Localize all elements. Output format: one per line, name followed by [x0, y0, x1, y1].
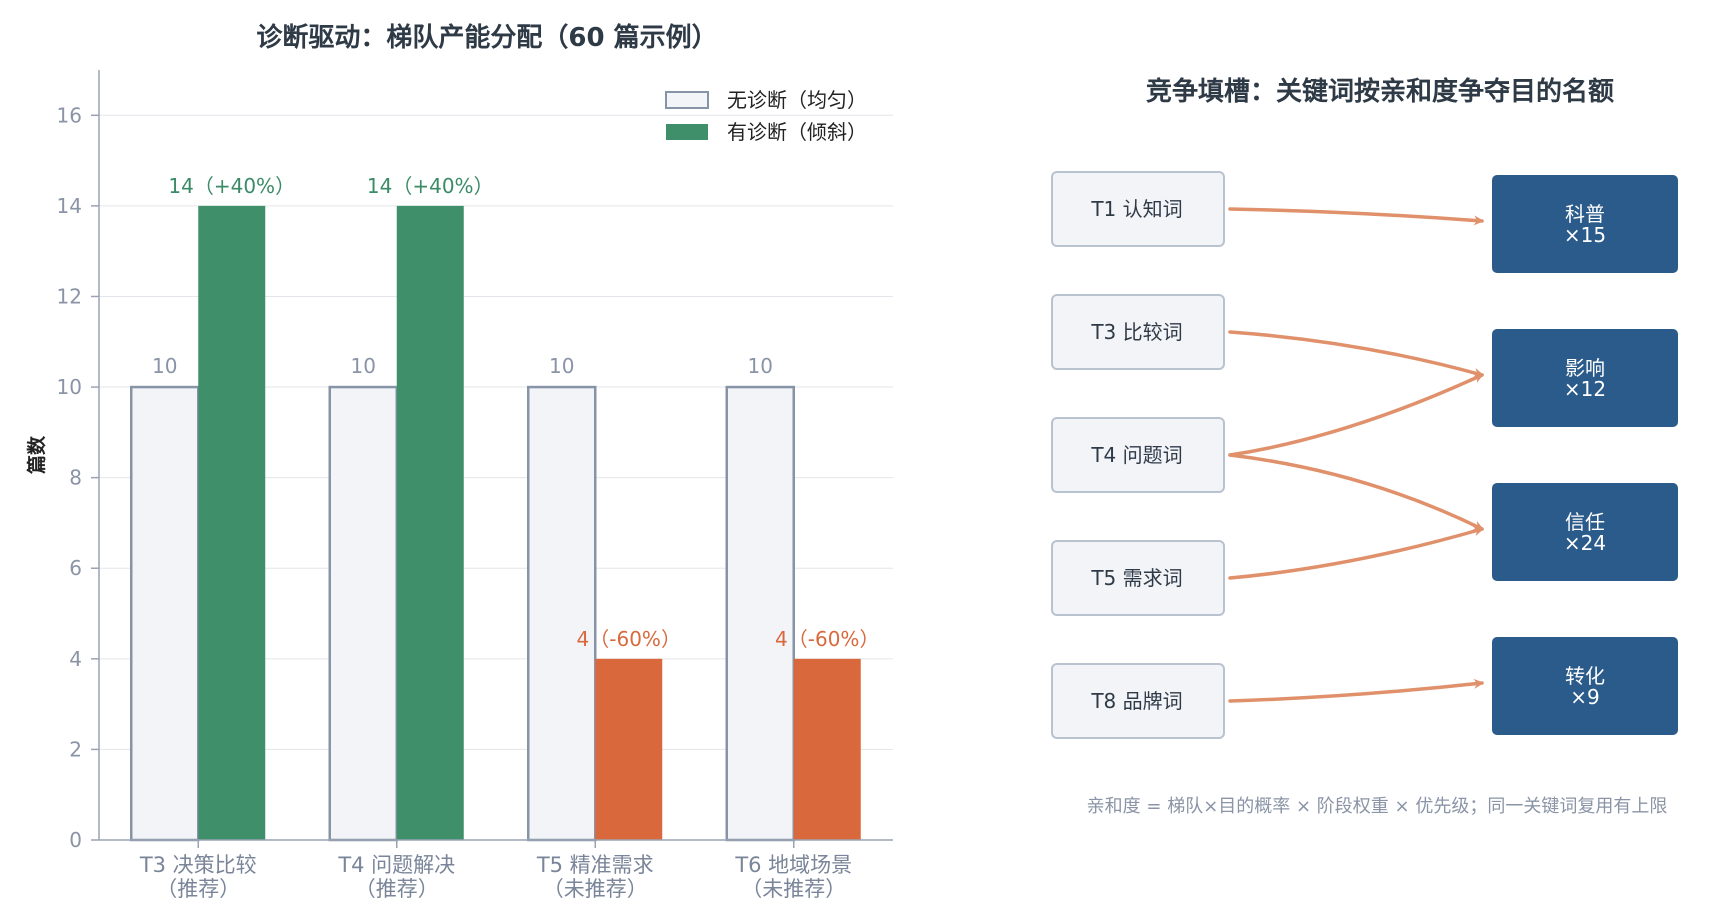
- bar-diagnosed: [793, 658, 861, 840]
- x-category-label: T5 精准需求: [536, 853, 654, 877]
- purpose-slot-name: 信任: [1565, 510, 1605, 534]
- legend-swatch-diagnosed: [666, 124, 708, 140]
- bar-label-diagnosed: 14（+40%）: [168, 174, 295, 198]
- affinity-arrow: [1228, 330, 1484, 378]
- keyword-node: [1051, 540, 1225, 616]
- keyword-node: [1051, 663, 1225, 739]
- purpose-slot-name: 转化: [1565, 664, 1605, 688]
- bar-label-diagnosed: 4（-60%）: [775, 627, 879, 651]
- y-tick-label: 8: [69, 466, 82, 490]
- purpose-slot-nodes: 科普×15 影响×12 信任×24 转化×9: [1492, 175, 1678, 735]
- bar-label-baseline: 10: [549, 354, 574, 378]
- purpose-slot-node: [1492, 483, 1678, 581]
- keyword-node-label: T8 品牌词: [1090, 689, 1182, 713]
- bar-diagnosed: [198, 205, 266, 841]
- purpose-slot-name: 影响: [1565, 356, 1605, 380]
- keyword-node: [1051, 417, 1225, 493]
- x-category-sublabel: （未推荐）: [741, 877, 846, 901]
- y-tick-label: 0: [69, 828, 82, 852]
- y-tick-label: 4: [69, 647, 82, 671]
- bars: [130, 205, 861, 842]
- bar-baseline: [527, 385, 597, 842]
- purpose-slot-node: [1492, 329, 1678, 427]
- bar-label-baseline: 10: [748, 354, 773, 378]
- keyword-node-label: T1 认知词: [1090, 197, 1182, 221]
- y-tick-label: 10: [57, 375, 82, 399]
- affinity-arrow: [1228, 207, 1484, 226]
- x-category-label: T4 问题解决: [337, 853, 455, 877]
- purpose-slot-quota: ×9: [1570, 685, 1599, 709]
- purpose-slot-quota: ×24: [1564, 531, 1606, 555]
- bar-value-labels: 10 14（+40%） 10 14（+40%） 10 4（-60%） 10 4（-60%）: [152, 174, 879, 651]
- keyword-node: [1051, 171, 1225, 247]
- bar-diagnosed: [595, 658, 663, 840]
- keyword-nodes: T1 认知词 T3 比较词 T4 问题词 T5 需求词 T8 品牌词: [1051, 171, 1225, 739]
- bar-baseline: [130, 385, 200, 842]
- affinity-arrow: [1228, 678, 1484, 703]
- bar-diagnosed: [396, 205, 464, 841]
- purpose-slot-quota: ×12: [1564, 377, 1606, 401]
- bar-label-diagnosed: 4（-60%）: [577, 627, 681, 651]
- y-axis-ticks: 0 2 4 6 8 10 12 14 16: [57, 103, 99, 852]
- bar-label-baseline: 10: [351, 354, 376, 378]
- bar-label-baseline: 10: [152, 354, 177, 378]
- y-tick-label: 12: [57, 284, 82, 308]
- legend-swatch-baseline: [665, 91, 709, 109]
- x-axis-categories: T3 决策比较（推荐）T4 问题解决（推荐）T5 精准需求（未推荐）T6 地域场…: [139, 840, 852, 901]
- purpose-slot-node: [1492, 637, 1678, 735]
- x-category-sublabel: （推荐）: [355, 877, 439, 901]
- purpose-slot-node: [1492, 175, 1678, 273]
- affinity-arrow: [1228, 373, 1484, 457]
- keyword-node-label: T4 问题词: [1090, 443, 1182, 467]
- y-tick-label: 14: [57, 194, 82, 218]
- keyword-node: [1051, 294, 1225, 370]
- bar-baseline: [725, 385, 795, 842]
- keyword-node-label: T3 比较词: [1090, 320, 1182, 344]
- x-category-label: T3 决策比较: [139, 853, 257, 877]
- affinity-arrow: [1228, 526, 1484, 580]
- bar-baseline: [328, 385, 398, 842]
- diagram-footnote: 亲和度 = 梯队×目的概率 × 阶段权重 × 优先级；同一关键词复用有上限: [1087, 796, 1668, 817]
- affinity-arrows: [1228, 207, 1484, 703]
- purpose-slot-quota: ×15: [1564, 223, 1606, 247]
- keyword-node-label: T5 需求词: [1090, 566, 1182, 590]
- bar-chart-title: 诊断驱动：梯队产能分配（60 篇示例）: [256, 22, 717, 53]
- legend: 无诊断（均匀） 有诊断（倾斜）: [665, 88, 867, 144]
- slot-diagram: 竞争填槽：关键词按亲和度争夺目的名额 T1 认知词 T3 比较词 T4 问题词 T5 …: [1051, 76, 1678, 817]
- y-tick-label: 2: [69, 737, 82, 761]
- purpose-slot-name: 科普: [1565, 202, 1605, 226]
- legend-label-diagnosed: 有诊断（倾斜）: [727, 120, 867, 144]
- legend-label-baseline: 无诊断（均匀）: [727, 88, 867, 112]
- x-category-sublabel: （未推荐）: [543, 877, 648, 901]
- bar-label-diagnosed: 14（+40%）: [367, 174, 494, 198]
- diagram-title: 竞争填槽：关键词按亲和度争夺目的名额: [1146, 76, 1614, 107]
- x-category-sublabel: （推荐）: [156, 877, 240, 901]
- affinity-arrow: [1228, 453, 1484, 531]
- x-category-label: T6 地域场景: [734, 853, 852, 877]
- y-tick-label: 16: [57, 103, 82, 127]
- y-axis-label: 篇数: [25, 435, 48, 474]
- y-tick-label: 6: [69, 556, 82, 580]
